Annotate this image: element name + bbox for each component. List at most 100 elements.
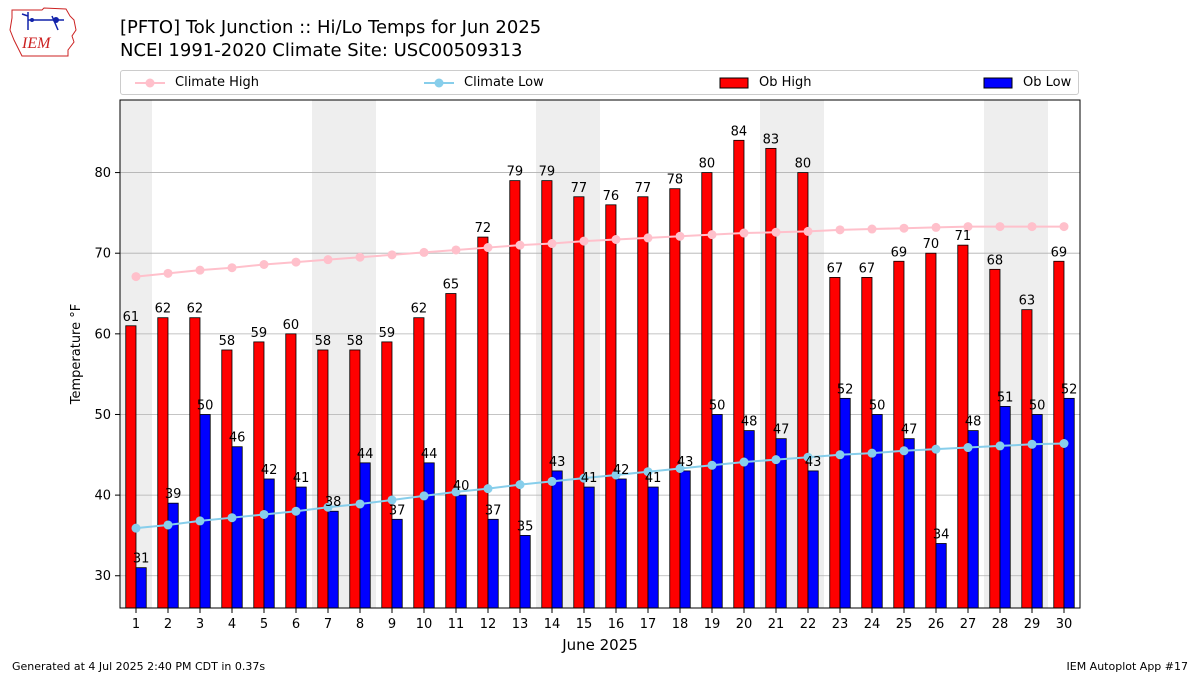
y-tick-label: 80 [94,166,111,181]
climate-low-point [195,516,205,526]
x-tick-label: 2 [164,617,172,632]
climate-low-point [419,491,429,501]
x-tick-label: 21 [768,617,785,632]
climate-low-point [579,473,589,483]
climate-high-point [707,230,717,240]
ob-low-bar [743,430,755,609]
ob-low-value-label: 51 [997,390,1014,405]
ob-low-bar [391,518,403,609]
ob-high-value-label: 58 [315,334,332,349]
legend-item-ob-high: Ob High [719,71,812,94]
ob-low-value-label: 42 [261,463,278,478]
ob-high-bar [829,276,841,609]
x-tick-label: 20 [736,617,753,632]
climate-low-point [867,448,877,458]
ob-high-bar [925,252,937,609]
x-tick-label: 8 [356,617,364,632]
climate-high-point [195,265,205,275]
ob-high-value-label: 69 [891,245,908,260]
x-tick-label: 19 [704,617,721,632]
climate-high-point [1059,222,1069,232]
x-tick-label: 4 [228,617,236,632]
x-tick-label: 15 [576,617,593,632]
ob-low-value-label: 35 [517,519,534,534]
climate-low-point [995,441,1005,451]
plot-frame [119,99,1081,609]
climate-low-point [259,509,269,519]
climate-high-point [387,250,397,260]
climate-high-swatch [135,78,165,87]
climate-low-point [387,495,397,505]
chart-subtitle: NCEI 1991-2020 Climate Site: USC00509313 [120,40,523,61]
ob-high-value-label: 71 [955,229,972,244]
y-tick-label: 70 [94,247,111,262]
climate-high-point [963,222,973,232]
ob-low-bar [775,438,787,609]
ob-high-value-label: 63 [1019,294,1036,309]
ob-high-bar [1021,309,1033,609]
ob-low-bar [327,510,339,609]
x-tick-label: 22 [800,617,817,632]
ob-low-value-label: 52 [1061,382,1078,397]
climate-high-point [771,227,781,237]
ob-low-bar [679,470,691,609]
ob-high-value-label: 79 [539,165,556,180]
ob-low-bar [263,478,275,609]
climate-high-point [419,247,429,257]
ob-high-value-label: 76 [603,189,620,204]
x-axis-label: June 2025 [561,636,638,654]
x-tick-label: 29 [1024,617,1041,632]
ob-low-bar [935,543,947,609]
ob-high-bar [413,317,425,609]
ob-high-bar [637,196,649,609]
ob-high-bar [221,349,233,609]
ob-low-value-label: 43 [677,455,694,470]
climate-low-point [771,455,781,465]
x-tick-label: 11 [448,617,465,632]
ob-high-value-label: 72 [475,221,492,236]
climate-high-point [163,268,173,278]
ob-low-bar [615,478,627,609]
ob-high-bar [157,317,169,609]
ob-high-value-label: 59 [251,326,268,341]
legend-item-climate-high: Climate High [135,71,259,94]
y-tick-label: 60 [94,327,111,342]
climate-low-point [707,460,717,470]
climate-high-line [135,225,1064,278]
ob-high-bar [349,349,361,609]
ob-low-bar [455,494,467,609]
ob-low-value-label: 42 [613,463,630,478]
climate-low-line [135,442,1065,530]
climate-high-point [515,240,525,250]
climate-low-point [931,444,941,454]
x-tick-label: 18 [672,617,689,632]
climate-high-point [611,234,621,244]
ob-low-bar [167,502,179,609]
legend-label-ob-low: Ob Low [1023,75,1072,90]
ob-low-value-label: 47 [901,423,918,438]
ob-low-bar [647,486,659,609]
ob-high-value-label: 78 [667,173,684,188]
climate-low-point [643,467,653,477]
footer-generated: Generated at 4 Jul 2025 2:40 PM CDT in 0… [12,660,266,673]
climate-high-point [483,243,493,253]
ob-high-bar [861,276,873,609]
ob-low-bar [711,414,723,609]
x-tick-label: 24 [864,617,881,632]
ob-low-bar [359,462,371,609]
ob-low-value-label: 38 [325,495,342,510]
ob-high-bar [605,204,617,609]
climate-low-point [451,487,461,497]
ob-high-value-label: 79 [507,165,524,180]
ob-high-bar [381,341,393,609]
climate-low-point [515,480,525,490]
ob-low-value-label: 37 [485,503,502,518]
ob-low-value-label: 43 [549,455,566,470]
climate-high-point [899,223,909,233]
ob-low-value-label: 52 [837,382,854,397]
ob-low-bar [551,470,563,609]
climate-low-point [1027,439,1037,449]
ob-low-value-label: 40 [453,479,470,494]
climate-low-point [227,513,237,523]
climate-low-point [739,457,749,467]
